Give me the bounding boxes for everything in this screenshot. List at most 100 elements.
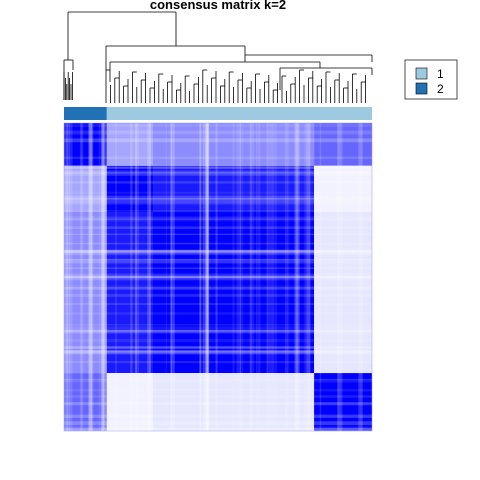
heatmap-streak	[64, 427, 372, 431]
heatmap-streak	[64, 338, 372, 343]
heatmap-streak	[101, 123, 104, 431]
heatmap-streak	[205, 123, 210, 431]
heatmap-streak	[199, 123, 201, 431]
heatmap-streak	[206, 123, 208, 431]
heatmap-block	[106, 123, 154, 166]
heatmap-streak	[64, 218, 372, 222]
heatmap-streak	[64, 274, 372, 277]
heatmap-streak	[165, 123, 167, 431]
heatmap-streak	[64, 233, 372, 235]
heatmap-streak	[64, 210, 372, 212]
heatmap-streak	[64, 251, 372, 254]
annotation-bar	[64, 107, 372, 120]
heatmap-streak	[64, 378, 372, 383]
heatmap-streak	[337, 123, 340, 431]
heatmap-block	[153, 165, 315, 213]
heatmap-streak	[64, 166, 372, 169]
heatmap-streak	[236, 123, 240, 431]
heatmap-streak	[64, 170, 372, 174]
heatmap-streak	[64, 350, 372, 353]
heatmap-streak	[64, 351, 372, 355]
heatmap-streak	[115, 123, 117, 431]
heatmap-streak	[239, 123, 244, 431]
heatmap-streak	[64, 402, 372, 405]
heatmap-streak	[64, 195, 372, 200]
heatmap-block	[314, 123, 372, 166]
heatmap-block	[106, 212, 154, 374]
heatmap-streak	[64, 124, 372, 127]
heatmap-streak	[266, 123, 268, 431]
heatmap-streak	[256, 123, 258, 431]
legend-swatch	[415, 67, 428, 80]
legend-label: 1	[437, 67, 444, 81]
heatmap-streak	[358, 123, 361, 431]
heatmap-streak	[284, 123, 288, 431]
heatmap-streak	[88, 123, 92, 431]
heatmap-streak	[64, 259, 372, 264]
heatmap-streak	[64, 226, 372, 230]
heatmap-streak	[64, 275, 372, 279]
heatmap-streak	[101, 123, 105, 431]
heatmap-streak	[64, 276, 372, 281]
heatmap-streak	[307, 123, 311, 431]
legend-swatch	[415, 82, 428, 95]
heatmap-streak	[207, 123, 209, 431]
heatmap-streak	[64, 242, 372, 245]
heatmap-streak	[90, 123, 93, 431]
heatmap-streak	[64, 273, 372, 275]
heatmap-streak	[64, 326, 372, 330]
heatmap-streak	[135, 123, 139, 431]
heatmap-streak	[287, 123, 290, 431]
heatmap-streak	[232, 123, 235, 431]
heatmap-streak	[64, 131, 372, 135]
heatmap-streak	[239, 123, 242, 431]
heatmap-streak	[88, 123, 93, 431]
heatmap-streak	[64, 287, 372, 290]
heatmap-streak	[251, 123, 255, 431]
heatmap-block	[106, 165, 154, 213]
heatmap-streak	[66, 123, 69, 431]
heatmap-streak	[64, 191, 372, 194]
heatmap-streak	[216, 123, 218, 431]
heatmap-streak	[64, 198, 372, 200]
heatmap-streak	[64, 361, 372, 364]
legend-box	[404, 59, 458, 100]
heatmap-streak	[64, 216, 372, 218]
heatmap-streak	[64, 345, 372, 349]
heatmap-streak	[64, 389, 372, 392]
heatmap-block	[64, 123, 107, 166]
heatmap-streak	[249, 123, 252, 431]
heatmap-streak	[341, 123, 343, 431]
heatmap-streak	[64, 293, 372, 297]
heatmap-streak	[102, 123, 105, 431]
heatmap-streak	[170, 123, 175, 431]
heatmap-block	[64, 165, 107, 213]
heatmap-streak	[64, 275, 372, 279]
heatmap-streak	[64, 249, 372, 254]
heatmap-streak	[64, 421, 372, 426]
heatmap-streak	[64, 378, 372, 381]
heatmap-streak	[215, 123, 218, 431]
heatmap-block	[106, 373, 154, 431]
heatmap-streak	[340, 123, 342, 431]
chart-title: consensus matrix k=2	[149, 0, 287, 12]
heatmap-streak	[204, 123, 209, 431]
heatmap-streak	[147, 123, 151, 431]
heatmap-streak	[134, 123, 137, 431]
heatmap-streak	[90, 123, 92, 431]
heatmap-streak	[81, 123, 84, 431]
annotation-cell	[64, 107, 107, 120]
heatmap-streak	[64, 156, 372, 160]
heatmap-streak	[64, 303, 372, 305]
annotation-cell	[106, 107, 372, 120]
legend: 12	[404, 59, 458, 100]
heatmap-streak	[149, 123, 152, 431]
heatmap-block	[314, 212, 372, 374]
heatmap-streak	[360, 123, 364, 431]
heatmap-streak	[64, 351, 372, 354]
heatmap-streak	[64, 395, 372, 398]
heatmap-streak	[205, 123, 210, 431]
heatmap-streak	[64, 181, 372, 184]
heatmap-streak	[64, 123, 67, 431]
